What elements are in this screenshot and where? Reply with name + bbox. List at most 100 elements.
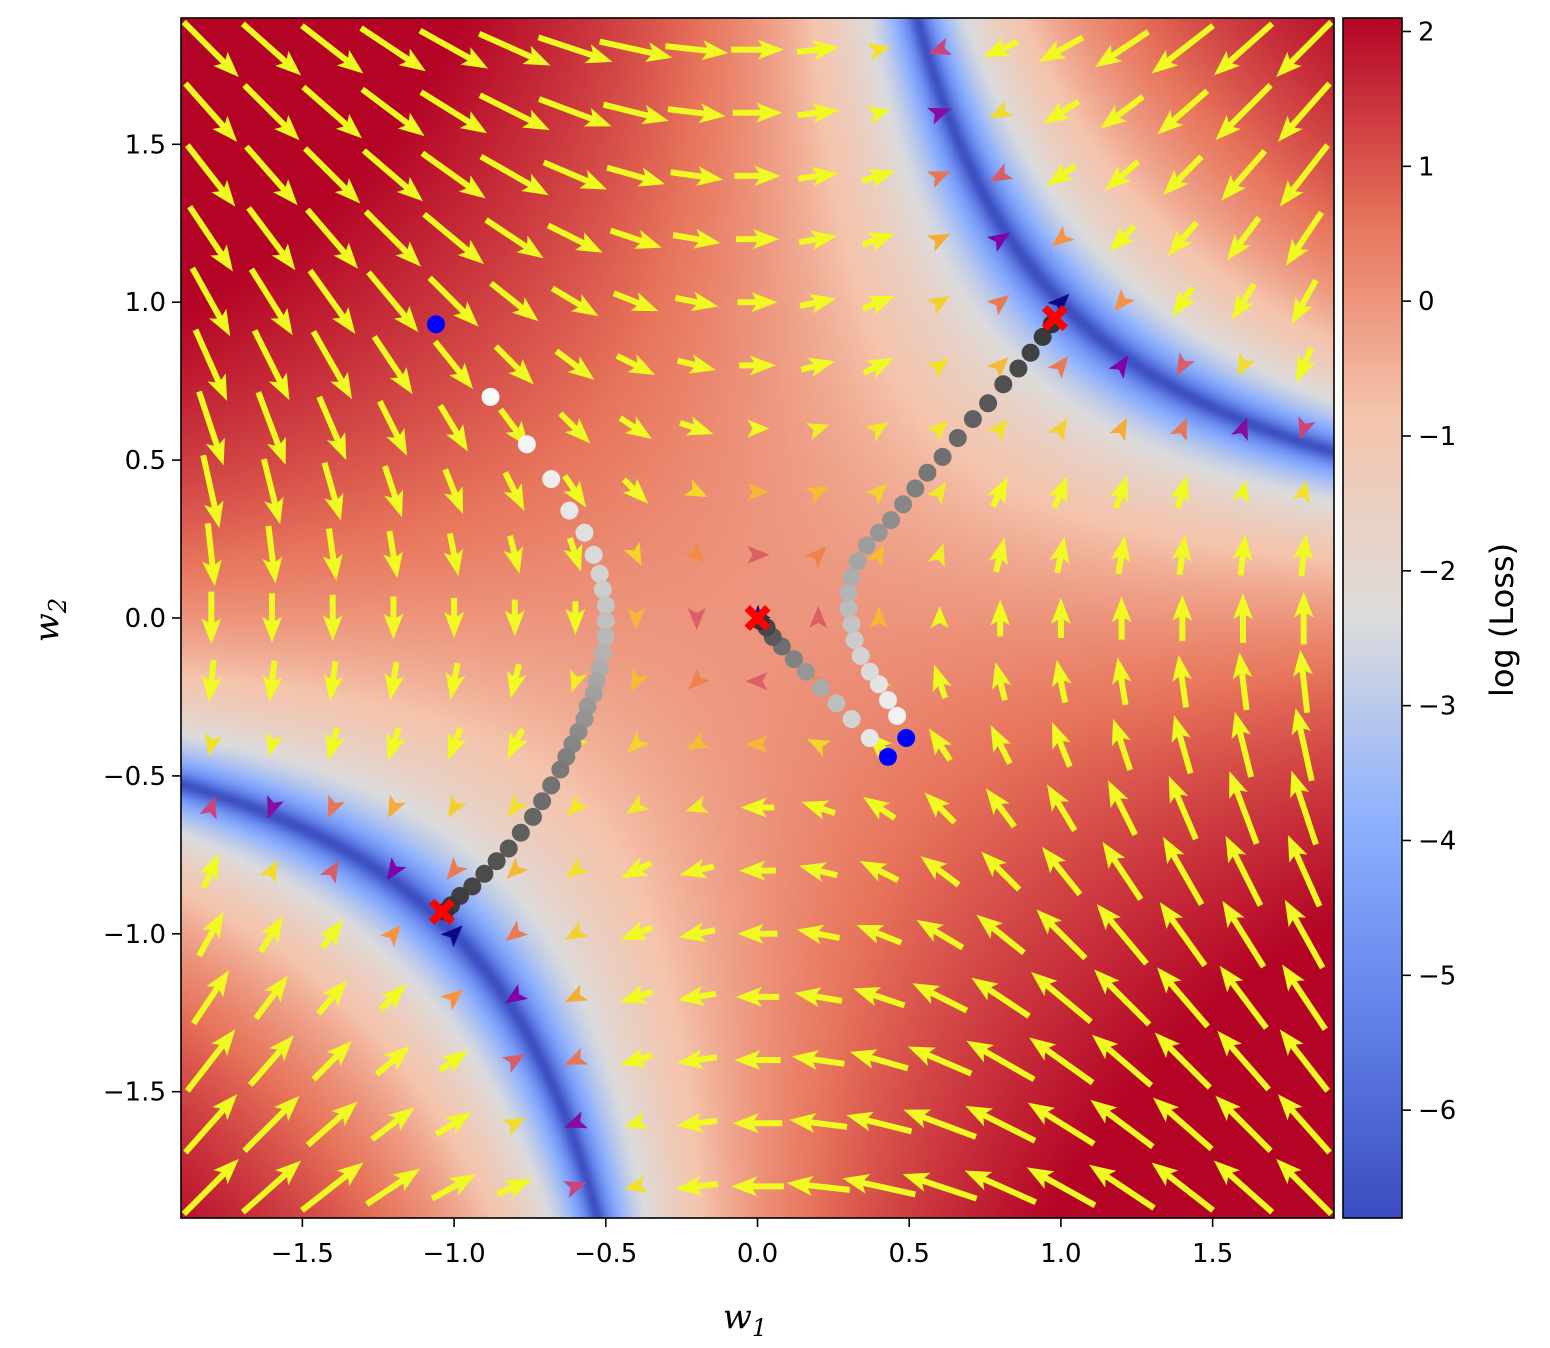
gradient-arrow <box>861 232 896 252</box>
gradient-arrow-shaft <box>371 334 407 383</box>
gradient-arrow-shaft <box>258 927 278 954</box>
gradient-arrow-head <box>859 860 888 882</box>
gradient-arrow <box>609 227 662 249</box>
gradient-arrow-shaft <box>418 28 476 64</box>
gradient-arrow <box>739 355 776 376</box>
gradient-arrow <box>247 1035 294 1087</box>
gradient-arrow-shaft <box>361 148 413 194</box>
gradient-arrow-head <box>737 923 764 944</box>
gradient-arrow-shaft <box>420 150 475 192</box>
gradient-arrow-head <box>1231 292 1255 321</box>
gradient-arrow-shaft <box>1039 1108 1096 1147</box>
x-tick-label: 1.5 <box>1192 1239 1233 1269</box>
gradient-arrow <box>989 100 1014 119</box>
gradient-arrow-head <box>986 294 1010 316</box>
gradient-arrow-head <box>926 358 950 379</box>
gradient-arrow <box>1168 775 1199 841</box>
gradient-arrow-head <box>386 857 407 881</box>
gradient-arrow-head <box>799 862 827 882</box>
gradient-arrow-shaft <box>1162 1169 1215 1213</box>
gradient-arrow-shaft <box>1232 785 1260 845</box>
gradient-arrow-head <box>794 987 822 1008</box>
gradient-arrow <box>799 862 838 882</box>
gradient-arrow-shaft <box>477 30 538 62</box>
gradient-arrow-head <box>201 618 222 645</box>
gradient-arrow <box>419 89 488 134</box>
gradient-arrow <box>507 663 527 699</box>
gradient-arrow-head <box>786 1175 814 1196</box>
gradient-arrow <box>316 980 348 1016</box>
gradient-arrow-head <box>267 794 284 819</box>
gradient-arrow <box>1232 652 1253 711</box>
trajectory-point <box>857 536 876 555</box>
gradient-arrow-head <box>565 608 586 635</box>
gradient-arrow <box>427 275 479 327</box>
gradient-arrow-shaft <box>325 528 338 566</box>
gradient-arrow-head <box>457 239 485 265</box>
gradient-arrow-head <box>620 921 649 941</box>
gradient-arrow <box>675 1175 719 1196</box>
gradient-arrow-head <box>1047 784 1069 812</box>
gradient-arrow-head <box>633 229 662 249</box>
gradient-arrow-head <box>264 975 289 1003</box>
gradient-arrow-shaft <box>602 101 654 120</box>
gradient-arrow <box>928 37 952 55</box>
gradient-arrow <box>1285 210 1324 266</box>
gradient-arrow-head <box>685 416 714 436</box>
gradient-arrow <box>627 730 650 753</box>
gradient-arrow-head <box>1036 909 1062 935</box>
trajectory-point <box>869 523 888 542</box>
gradient-arrow <box>687 608 706 630</box>
gradient-arrow-head <box>981 851 1007 878</box>
gradient-arrow-shaft <box>305 1109 348 1148</box>
gradient-arrow-head <box>1047 356 1069 379</box>
gradient-arrow <box>966 1040 1036 1083</box>
gradient-arrow-head <box>1279 1029 1304 1056</box>
gradient-arrow-head <box>1090 1099 1118 1124</box>
trajectory-point <box>812 678 831 697</box>
gradient-arrow-shaft <box>807 1055 845 1067</box>
start-point <box>879 747 897 766</box>
gradient-arrow-shaft <box>1224 83 1273 132</box>
gradient-arrow-shaft <box>1117 672 1129 706</box>
gradient-arrow <box>849 1049 909 1072</box>
gradient-arrow-shaft <box>316 990 339 1016</box>
gradient-arrow-shaft <box>427 275 470 318</box>
gradient-arrow <box>1046 162 1077 187</box>
gradient-arrow-head <box>623 541 642 566</box>
gradient-arrow <box>1231 711 1255 778</box>
gradient-arrow-head <box>1171 534 1192 563</box>
gradient-arrow-head <box>564 1111 588 1129</box>
gradient-arrow <box>503 535 523 574</box>
gradient-arrow <box>199 796 217 820</box>
gradient-arrow-head <box>384 489 404 518</box>
gradient-arrow-head <box>212 115 238 142</box>
gradient-arrow-head <box>992 662 1012 690</box>
gradient-arrow-shaft <box>255 391 283 451</box>
gradient-arrow-head <box>327 794 345 819</box>
gradient-arrow-head <box>458 175 486 199</box>
gradient-arrow-head <box>397 112 425 137</box>
gradient-arrow <box>1029 1037 1095 1086</box>
gradient-arrow <box>1225 835 1264 907</box>
gradient-arrow-head <box>521 109 550 131</box>
gradient-arrow-shaft <box>1296 722 1315 782</box>
gradient-arrow-shaft <box>479 153 537 190</box>
gradient-arrow-shaft <box>672 232 706 244</box>
gradient-arrow-head <box>930 606 949 628</box>
gradient-arrow-head <box>630 668 649 692</box>
gradient-arrow-head <box>805 423 830 441</box>
gradient-arrow-head <box>801 800 830 820</box>
gradient-arrow <box>801 800 836 820</box>
gradient-arrow <box>677 985 717 1006</box>
y-tick-label: 1.0 <box>125 288 166 318</box>
gradient-arrow <box>244 144 298 206</box>
gradient-arrow-head <box>687 608 706 630</box>
colorbar-label: log (Loss) <box>1483 543 1521 697</box>
plot-area <box>180 17 1335 1219</box>
gradient-arrow <box>1293 533 1314 577</box>
gradient-arrow-shaft <box>329 660 339 686</box>
trajectory-point <box>499 839 518 858</box>
gradient-arrow-head <box>205 437 225 466</box>
gradient-arrow <box>240 1160 302 1215</box>
